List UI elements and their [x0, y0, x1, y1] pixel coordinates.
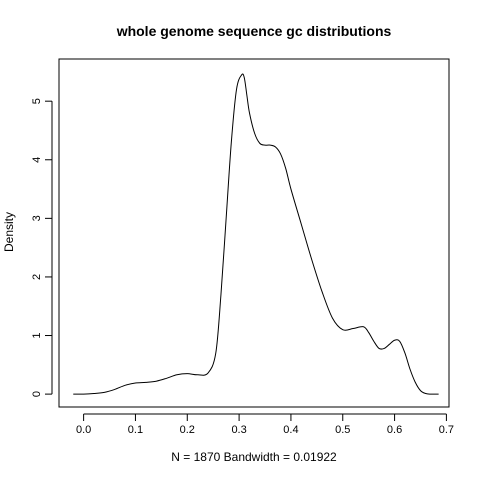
y-tick-label: 1	[31, 332, 43, 338]
x-tick-label: 0.2	[180, 424, 195, 436]
x-axis: 0.0 0.1 0.2 0.3 0.4 0.5 0.6 0.7	[76, 414, 454, 436]
x-tick-label: 0.7	[439, 424, 454, 436]
x-tick-label: 0.6	[387, 424, 402, 436]
x-tick-label: 0.3	[231, 424, 246, 436]
chart-title: whole genome sequence gc distributions	[116, 23, 392, 39]
x-tick-label: 0.0	[76, 424, 91, 436]
x-tick-label: 0.4	[283, 424, 298, 436]
y-tick-label: 0	[31, 391, 43, 397]
plot-area-frame	[59, 59, 449, 407]
y-axis: 0 1 2 3 4 5	[31, 98, 52, 397]
density-curve	[73, 74, 438, 394]
x-axis-label: N = 1870 Bandwidth = 0.01922	[171, 450, 337, 464]
x-tick-label: 0.5	[335, 424, 350, 436]
x-tick-label: 0.1	[128, 424, 143, 436]
y-tick-label: 5	[31, 98, 43, 104]
y-tick-label: 4	[31, 157, 43, 163]
y-tick-label: 3	[31, 215, 43, 221]
y-tick-label: 2	[31, 274, 43, 280]
y-axis-label: Density	[2, 212, 16, 252]
